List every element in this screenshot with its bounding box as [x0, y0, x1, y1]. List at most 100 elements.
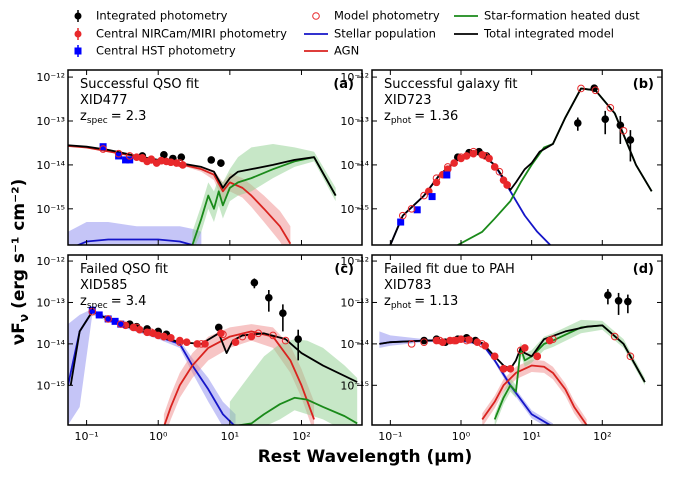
uncertainty-band — [68, 145, 291, 245]
legend-item: Stellar population — [304, 27, 436, 41]
data-point — [495, 167, 504, 176]
data-point — [147, 328, 156, 337]
data-point — [499, 365, 508, 373]
source-id: XID723 — [384, 93, 432, 108]
model-line — [235, 396, 358, 425]
legend-label: Star-formation heated dust — [484, 9, 640, 23]
data-point — [132, 153, 141, 161]
data-point — [420, 336, 428, 345]
panel-title: Successful galaxy fit — [384, 77, 518, 92]
y-tick-label: 10⁻¹³ — [340, 115, 369, 128]
redshift: zphot = 1.36 — [384, 109, 458, 126]
data-point — [616, 121, 625, 130]
data-point — [99, 145, 107, 153]
x-tick-label: 10¹ — [221, 430, 239, 443]
data-point — [88, 307, 97, 316]
data-point — [499, 365, 508, 373]
source-id: XID477 — [80, 93, 128, 108]
x-tick-label: 10⁰ — [452, 430, 471, 443]
y-tick-label: 10⁻¹³ — [36, 296, 65, 309]
data-point — [238, 332, 247, 341]
legend-label: AGN — [334, 44, 359, 58]
uncertainty-band — [192, 143, 336, 245]
data-point — [606, 103, 615, 112]
uncertainty-band — [482, 359, 587, 425]
uncertainty-band — [229, 339, 358, 425]
data-point — [167, 158, 175, 167]
y-tick-label: 10⁻¹⁴ — [36, 338, 65, 351]
legend-swatch — [74, 47, 82, 55]
data-point — [126, 156, 134, 164]
data-point — [167, 334, 175, 342]
legend-label: Central HST photometry — [96, 44, 236, 58]
panel-label: (c) — [334, 262, 354, 277]
data-point — [432, 174, 441, 182]
data-point — [138, 154, 147, 162]
data-point — [549, 335, 557, 343]
y-tick-label: 10⁻¹² — [340, 255, 369, 268]
data-point — [407, 340, 416, 348]
data-point — [160, 332, 168, 341]
plot-area — [379, 289, 646, 425]
data-point — [207, 156, 216, 164]
y-tick-label: 10⁻¹³ — [36, 115, 65, 128]
data-point — [117, 320, 125, 328]
x-tick-label: 10⁰ — [149, 430, 168, 443]
data-point — [590, 84, 599, 92]
data-point — [478, 340, 487, 348]
source-id: XID585 — [80, 278, 128, 293]
data-point — [420, 191, 428, 200]
data-point — [413, 206, 421, 214]
data-point — [398, 211, 407, 220]
data-point — [175, 338, 184, 346]
data-point — [490, 352, 499, 361]
data-point — [443, 165, 452, 173]
y-axis-label: νFν (erg s⁻¹ cm⁻²) — [9, 179, 31, 346]
x-tick-label: 10² — [292, 430, 310, 443]
data-point — [533, 352, 542, 361]
panel-label: (d) — [633, 262, 654, 277]
model-line — [163, 330, 315, 425]
data-point — [177, 153, 186, 161]
data-point — [619, 126, 628, 135]
data-point — [503, 181, 511, 189]
model-line — [68, 144, 337, 197]
data-point — [219, 330, 227, 339]
legend-item: Integrated photometry — [74, 9, 228, 23]
panel-title: Failed QSO fit — [80, 262, 168, 277]
legend-swatch — [74, 30, 82, 38]
legend-label: Central NIRCam/MIRI photometry — [96, 27, 287, 41]
axes-frame — [371, 69, 663, 246]
data-point — [469, 149, 478, 158]
y-tick-label: 10⁻¹⁵ — [36, 203, 65, 216]
data-point — [125, 152, 134, 160]
redshift: zphot = 1.13 — [384, 294, 458, 311]
data-point — [197, 340, 206, 348]
data-point — [231, 338, 240, 346]
panel-label: (b) — [633, 77, 654, 92]
y-tick-label: 10⁻¹⁴ — [36, 159, 65, 172]
redshift-symbol: z — [80, 294, 87, 309]
x-tick-label: 10⁻¹ — [378, 430, 402, 443]
axes-frame — [67, 254, 363, 426]
legend: Integrated photometry Central NIRCam/MIRI… — [74, 9, 640, 58]
redshift-sub: phot — [391, 301, 412, 311]
y-tick-label: 10⁻¹³ — [340, 296, 369, 309]
data-point — [469, 147, 478, 156]
data-point — [294, 335, 302, 343]
plot-area — [68, 143, 337, 245]
redshift-symbol: z — [384, 294, 391, 309]
redshift-symbol: z — [80, 109, 87, 124]
legend-swatch — [74, 12, 82, 20]
y-tick-label: 10⁻¹⁵ — [36, 379, 65, 392]
data-point — [116, 320, 125, 328]
data-point — [435, 336, 444, 345]
data-point — [111, 317, 119, 325]
data-point — [443, 171, 451, 179]
uncertainty-band — [68, 308, 236, 425]
y-label-main: νF — [9, 322, 29, 345]
data-point — [265, 293, 273, 302]
data-point — [214, 323, 223, 332]
data-point — [506, 365, 515, 373]
data-point — [182, 338, 191, 346]
